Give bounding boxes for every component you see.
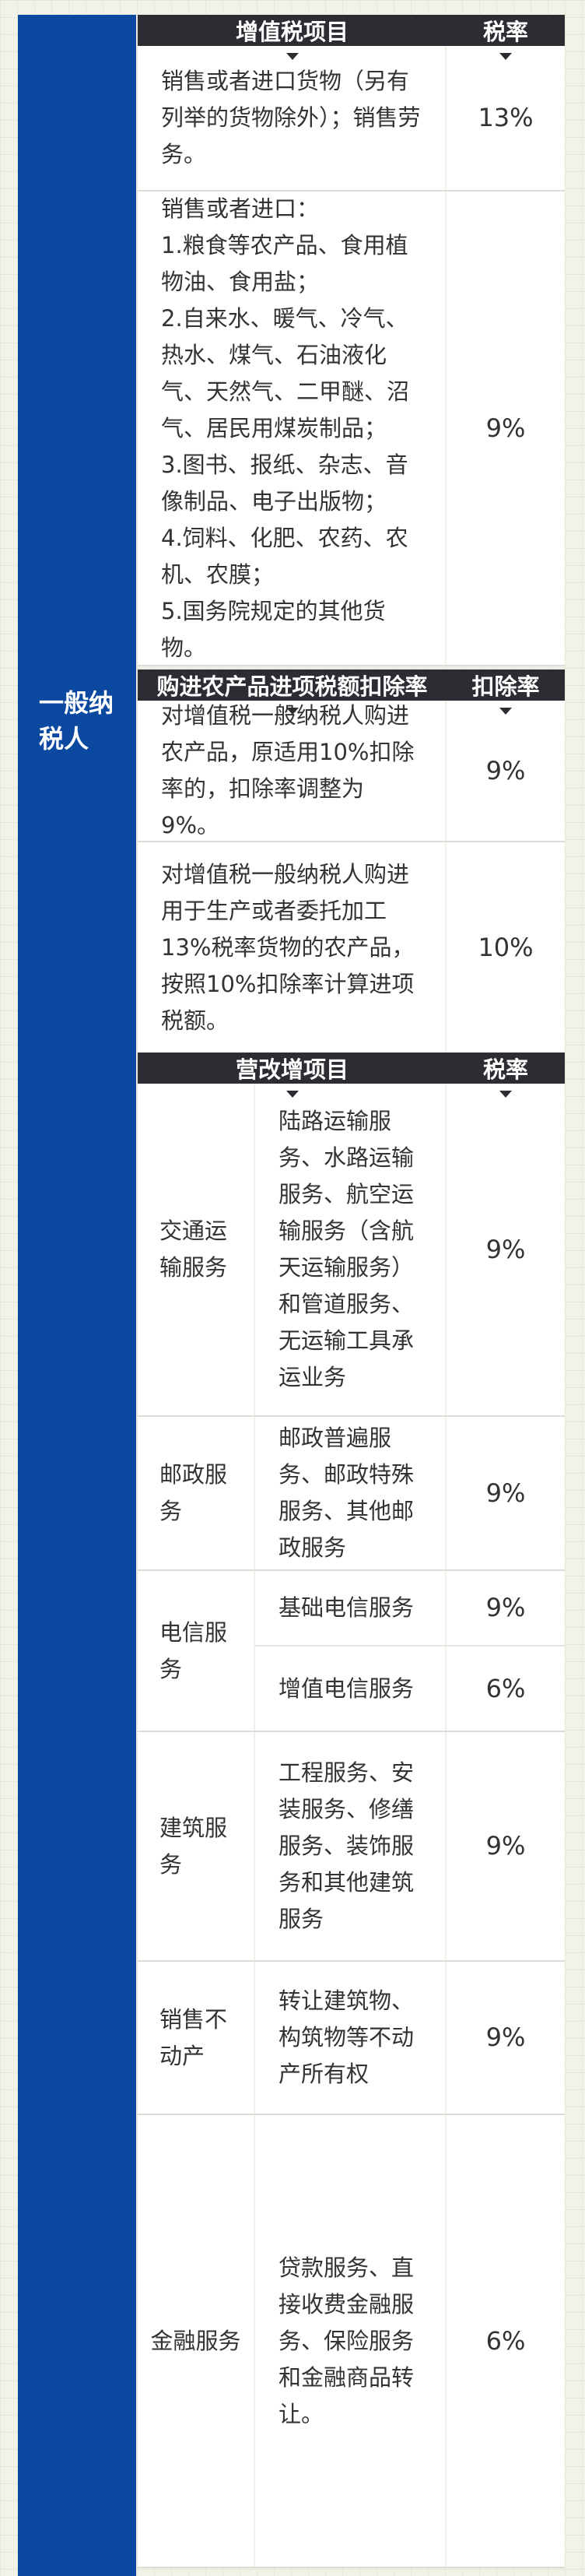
row-item: 转让建筑物、构筑物等不动产所有权	[255, 1962, 447, 2114]
row-rate: 6%	[485, 2325, 526, 2356]
table-row: 建筑服务 工程服务、安装服务、修缮服务、装饰服务和其他建筑服务 9%	[138, 1732, 565, 1962]
row-category: 金融服务	[138, 2115, 255, 2567]
notch-icon	[499, 53, 512, 60]
row-item: 贷款服务、直接收费金融服务、保险服务和金融商品转让。	[255, 2115, 447, 2567]
row-category: 邮政服务	[138, 1417, 255, 1569]
vat-rate-header: 税率	[482, 19, 528, 45]
row-rate: 13%	[478, 103, 534, 132]
row-rate: 9%	[485, 755, 526, 785]
deduction-header: 购进农产品进项税额扣除率 扣除率	[138, 669, 565, 715]
row-desc: 销售或者进口： 1.粮食等农产品、食用植物油、食用盐； 2.自来水、暖气、冷气、…	[161, 195, 410, 661]
service-rate-header: 税率	[482, 1056, 528, 1083]
row-desc: 销售或者进口货物（另有列举的货物除外）；销售劳务。	[138, 46, 447, 190]
notch-icon	[285, 53, 299, 60]
row-item: 基础电信服务	[255, 1571, 447, 1645]
taxpayer-column	[18, 15, 136, 2576]
row-category: 建筑服务	[138, 1732, 255, 1960]
deduction-rate-header: 扣除率	[471, 673, 540, 700]
row-rate: 9%	[485, 413, 526, 443]
row-category: 交通运输服务	[138, 1084, 255, 1415]
notch-icon	[499, 708, 512, 715]
vat-rate-table: 增值税项目 税率 销售或者进口货物（另有列举的货物除外）；销售劳务。 13% 销…	[138, 15, 565, 2568]
row-rate: 9%	[485, 1593, 526, 1622]
row-rate: 10%	[478, 932, 534, 962]
service-header: 营改增项目 税率	[138, 1053, 565, 1098]
deduction-item-header: 购进农产品进项税额扣除率	[156, 673, 428, 700]
table-row: 销售或者进口货物（另有列举的货物除外）；销售劳务。 13%	[138, 46, 565, 192]
row-rate: 9%	[485, 1831, 526, 1861]
vat-header: 增值税项目 税率	[138, 15, 565, 60]
row-item: 陆路运输服务、水路运输服务、航空运输服务（含航天运输服务）和管道服务、无运输工具…	[255, 1084, 447, 1415]
table-row: 电信服务 基础电信服务 9% 增值电信服务 6%	[138, 1571, 565, 1732]
row-rate: 9%	[485, 1478, 526, 1508]
row-desc: 对增值税一般纳税人购进农产品，原适用10%扣除率的，扣除率调整为9%。	[138, 701, 447, 841]
row-rate: 9%	[485, 2022, 526, 2052]
notch-icon	[499, 1091, 512, 1098]
row-desc: 对增值税一般纳税人购进用于生产或者委托加工13%税率货物的农产品，按照10%扣除…	[138, 842, 447, 1053]
table-row: 对增值税一般纳税人购进用于生产或者委托加工13%税率货物的农产品，按照10%扣除…	[138, 842, 565, 1053]
notch-icon	[285, 1091, 299, 1098]
table-row: 邮政服务 邮政普遍服务、邮政特殊服务、其他邮政服务 9%	[138, 1417, 565, 1571]
taxpayer-label: 一般纳税人	[39, 688, 114, 754]
table-row: 交通运输服务 陆路运输服务、水路运输服务、航空运输服务（含航天运输服务）和管道服…	[138, 1084, 565, 1417]
row-item: 邮政普遍服务、邮政特殊服务、其他邮政服务	[255, 1417, 447, 1569]
sub-row: 增值电信服务 6%	[255, 1646, 565, 1731]
row-item: 工程服务、安装服务、修缮服务、装饰服务和其他建筑服务	[255, 1732, 447, 1960]
sub-row: 基础电信服务 9%	[255, 1571, 565, 1646]
row-category: 销售不动产	[138, 1962, 255, 2114]
vat-item-header: 增值税项目	[235, 19, 349, 45]
row-rate: 6%	[485, 1673, 526, 1703]
table-row: 销售不动产 转让建筑物、构筑物等不动产所有权 9%	[138, 1962, 565, 2115]
table-row: 金融服务 贷款服务、直接收费金融服务、保险服务和金融商品转让。 6%	[138, 2115, 565, 2568]
row-category: 电信服务	[138, 1571, 255, 1731]
table-row: 销售或者进口： 1.粮食等农产品、食用植物油、食用盐； 2.自来水、暖气、冷气、…	[138, 192, 565, 666]
service-item-header: 营改增项目	[235, 1056, 349, 1083]
notch-icon	[285, 708, 299, 715]
row-item: 增值电信服务	[255, 1646, 447, 1731]
table-row: 对增值税一般纳税人购进农产品，原适用10%扣除率的，扣除率调整为9%。 9%	[138, 701, 565, 842]
row-rate: 9%	[485, 1234, 526, 1264]
